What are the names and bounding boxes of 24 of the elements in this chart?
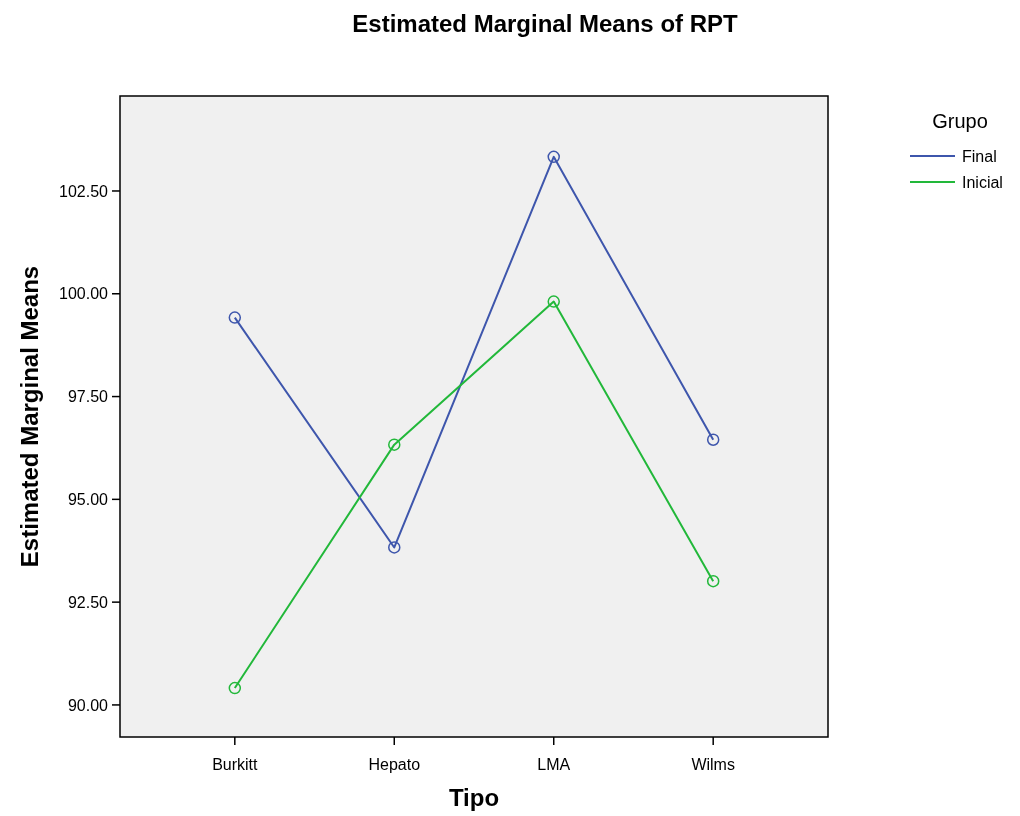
point [228, 681, 242, 695]
y-tick-label: 100.00 [59, 285, 109, 303]
x-tick-label: Wilms [691, 756, 735, 773]
legend-label: Final [962, 147, 997, 165]
legend-label: Inicial [962, 173, 1003, 191]
point [388, 541, 401, 554]
x-tick-label: Hepato [368, 756, 421, 773]
legend-title: Grupo [932, 110, 988, 132]
point [388, 438, 401, 451]
point [547, 150, 560, 164]
y-tick-label: 97.50 [67, 388, 109, 406]
point [706, 574, 720, 588]
y-tick-label: 92.50 [67, 593, 109, 611]
y-tick-label: 90.00 [67, 696, 109, 714]
y-tick-label: 95.00 [67, 490, 109, 508]
y-axis-title: Estimated Marginal Means [16, 265, 43, 568]
x-tick-label: Burkitt [212, 756, 259, 773]
point [706, 433, 720, 446]
y-tick-label: 102.50 [59, 182, 109, 200]
x-axis-title: Tipo [448, 784, 500, 811]
point [547, 295, 560, 308]
point [228, 311, 242, 324]
chart-title: Estimated Marginal Means of RPT [352, 10, 739, 37]
x-tick-label: LMA [537, 756, 571, 773]
